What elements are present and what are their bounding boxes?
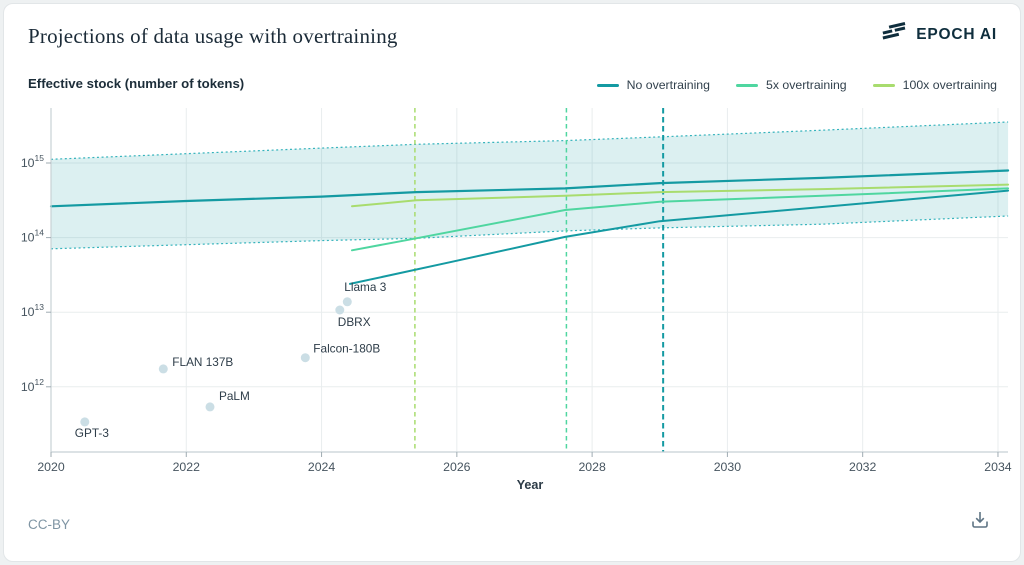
page-title: Projections of data usage with overtrain…: [28, 24, 398, 48]
legend-swatch-100x-overtraining: [872, 83, 895, 87]
x-tick-label: 2034: [984, 460, 1012, 474]
legend-label: No overtraining: [626, 78, 710, 92]
chart-legend: No overtraining 5x overtraining 100x ove…: [596, 78, 997, 92]
model-dot-flan: [158, 364, 168, 374]
legend-label: 100x overtraining: [902, 78, 997, 92]
brand: EPOCH AI: [880, 21, 997, 49]
epoch-logo-icon: [880, 21, 907, 49]
model-dot-falcon: [300, 353, 310, 363]
model-label-palm: PaLM: [219, 389, 250, 403]
model-label-dbrx: DBRX: [338, 315, 371, 329]
download-icon: [968, 512, 992, 535]
license-badge: CC-BY: [28, 517, 71, 532]
x-axis-title: Year: [517, 478, 544, 492]
x-tick-label: 2028: [578, 460, 606, 474]
confidence-band: [51, 122, 1009, 249]
brand-name: EPOCH AI: [916, 26, 997, 43]
legend-item-5x-overtraining: 5x overtraining: [735, 78, 847, 92]
model-dot-palm: [205, 402, 215, 412]
model-label-falcon: Falcon-180B: [313, 342, 380, 356]
series-line-no-overtraining: [349, 189, 1010, 285]
series-line-100x-overtraining: [351, 183, 1010, 208]
x-tick-label: 2024: [308, 460, 336, 474]
x-tick-label: 2032: [849, 460, 877, 474]
legend-swatch-no-overtraining: [596, 83, 619, 87]
card-background: [3, 3, 1021, 562]
download-button[interactable]: [966, 506, 994, 534]
legend-swatch-5x-overtraining: [735, 83, 758, 87]
legend-item-100x-overtraining: 100x overtraining: [872, 78, 997, 92]
model-dot-dbrx: [335, 305, 345, 315]
x-tick-label: 2026: [443, 460, 471, 474]
legend-item-no-overtraining: No overtraining: [596, 78, 710, 92]
x-tick-label: 2022: [173, 460, 201, 474]
y-axis-units-title: Effective stock (number of tokens): [28, 76, 245, 91]
model-label-flan: FLAN 137B: [172, 355, 233, 369]
series-line-stock-median: [49, 169, 1010, 208]
y-tick-label: 1013: [21, 302, 44, 319]
y-tick-label: 1012: [21, 377, 44, 394]
series-line-5x-overtraining: [351, 187, 1010, 252]
legend-label: 5x overtraining: [765, 78, 847, 92]
y-tick-label: 1015: [21, 153, 44, 170]
x-tick-label: 2020: [37, 460, 65, 474]
x-tick-label: 2030: [714, 460, 742, 474]
model-dot-llama3: [342, 297, 352, 307]
model-label-gpt3: GPT-3: [75, 426, 110, 440]
model-dot-gpt3: [80, 417, 90, 427]
model-label-llama3: Llama 3: [344, 280, 386, 294]
y-tick-label: 1014: [21, 228, 44, 245]
